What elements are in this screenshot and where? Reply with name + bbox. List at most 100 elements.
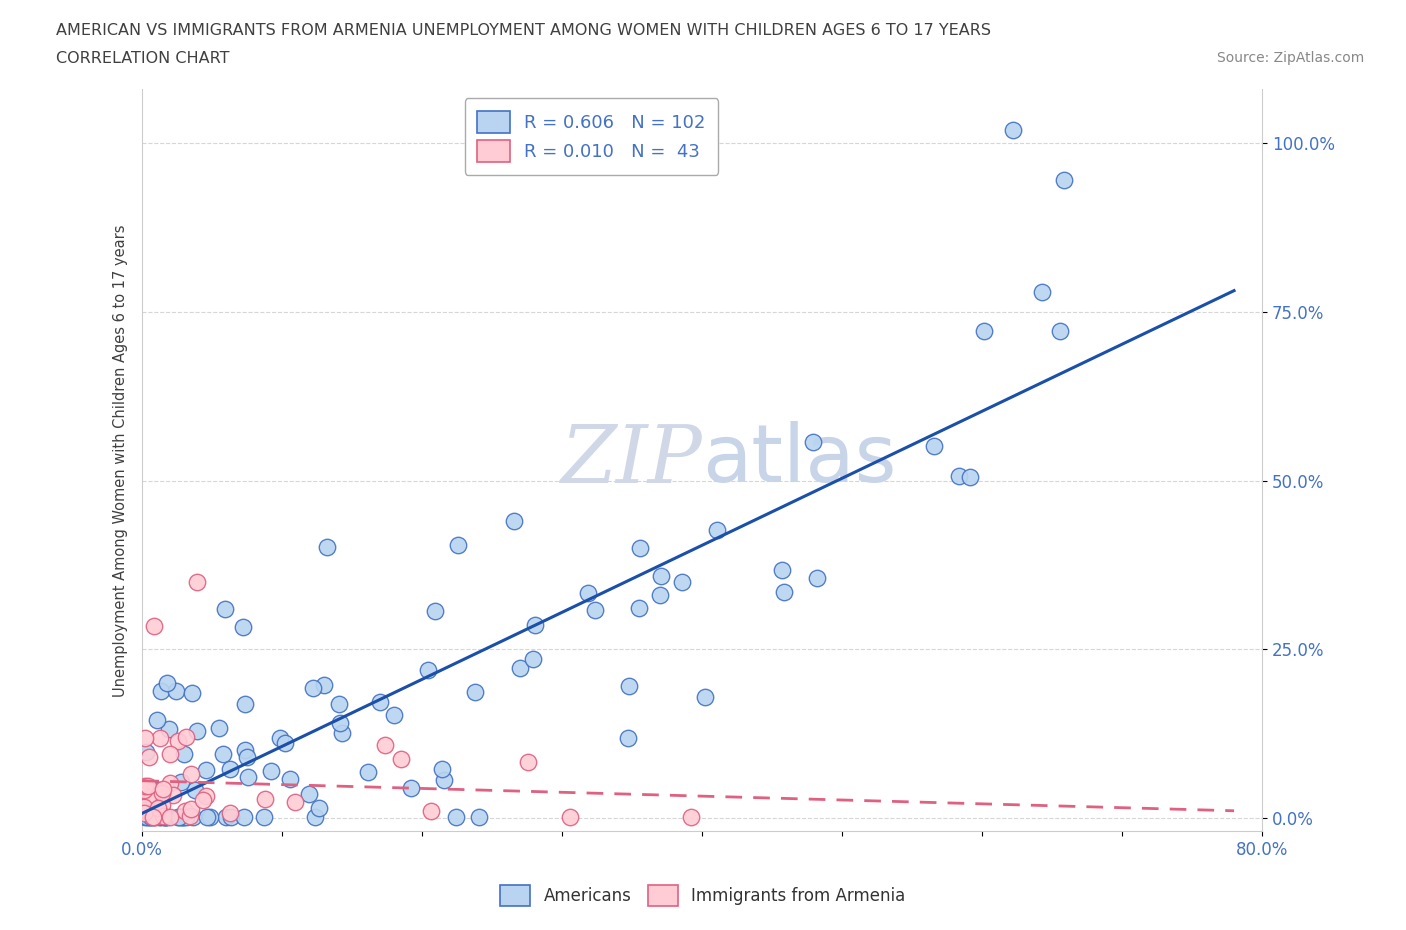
Point <box>959 469 981 484</box>
Point <box>150 810 173 825</box>
Point <box>134 803 156 817</box>
Point <box>801 434 824 449</box>
Point <box>134 810 156 825</box>
Point <box>304 809 326 824</box>
Point <box>142 810 165 825</box>
Point <box>134 730 156 745</box>
Legend: Americans, Immigrants from Armenia: Americans, Immigrants from Armenia <box>494 879 912 912</box>
Point <box>212 747 235 762</box>
Point <box>156 676 179 691</box>
Point <box>156 810 179 825</box>
Point <box>186 575 208 590</box>
Point <box>419 804 441 819</box>
Point <box>150 786 173 801</box>
Point <box>167 734 190 749</box>
Point <box>948 468 970 483</box>
Point <box>576 586 599 601</box>
Point <box>693 690 716 705</box>
Point <box>150 684 173 698</box>
Text: atlas: atlas <box>702 421 897 499</box>
Point <box>298 787 321 802</box>
Point <box>214 602 236 617</box>
Point <box>208 720 231 735</box>
Point <box>159 747 181 762</box>
Point <box>179 808 201 823</box>
Point <box>1049 323 1071 338</box>
Point <box>312 677 335 692</box>
Point <box>302 681 325 696</box>
Point <box>134 800 156 815</box>
Point <box>628 540 651 555</box>
Point <box>135 745 157 760</box>
Point <box>316 539 339 554</box>
Point <box>650 568 672 583</box>
Point <box>145 793 167 808</box>
Text: Source: ZipAtlas.com: Source: ZipAtlas.com <box>1216 51 1364 65</box>
Point <box>143 810 166 825</box>
Point <box>142 810 165 825</box>
Point <box>174 729 197 744</box>
Point <box>219 805 242 820</box>
Point <box>253 792 276 807</box>
Point <box>464 684 486 699</box>
Point <box>132 805 155 820</box>
Point <box>509 660 531 675</box>
Text: CORRELATION CHART: CORRELATION CHART <box>56 51 229 66</box>
Point <box>278 772 301 787</box>
Point <box>138 750 160 764</box>
Point <box>214 810 236 825</box>
Point <box>770 563 793 578</box>
Text: ZIP: ZIP <box>561 421 702 499</box>
Point <box>159 776 181 790</box>
Legend: R = 0.606   N = 102, R = 0.010   N =  43: R = 0.606 N = 102, R = 0.010 N = 43 <box>465 99 718 175</box>
Point <box>136 794 159 809</box>
Point <box>159 810 181 825</box>
Point <box>152 808 174 823</box>
Point <box>141 790 163 805</box>
Point <box>523 618 546 632</box>
Point <box>176 810 198 825</box>
Point <box>167 810 190 825</box>
Point <box>138 810 160 825</box>
Point <box>219 810 242 825</box>
Point <box>706 523 728 538</box>
Point <box>328 697 350 711</box>
Point <box>180 685 202 700</box>
Text: AMERICAN VS IMMIGRANTS FROM ARMENIA UNEMPLOYMENT AMONG WOMEN WITH CHILDREN AGES : AMERICAN VS IMMIGRANTS FROM ARMENIA UNEM… <box>56 23 991 38</box>
Point <box>274 736 297 751</box>
Point <box>374 737 396 752</box>
Point <box>143 618 166 633</box>
Point <box>191 792 214 807</box>
Point <box>152 808 174 823</box>
Point <box>329 716 352 731</box>
Point <box>136 810 159 825</box>
Point <box>430 762 453 777</box>
Point <box>136 779 159 794</box>
Point <box>172 810 194 825</box>
Point <box>806 570 828 585</box>
Point <box>146 801 169 816</box>
Point <box>200 810 222 825</box>
Point <box>150 798 173 813</box>
Point <box>142 782 165 797</box>
Point <box>148 783 170 798</box>
Point <box>628 600 651 615</box>
Point <box>174 804 197 819</box>
Point <box>165 684 187 699</box>
Point <box>153 810 176 825</box>
Point <box>284 794 307 809</box>
Point <box>433 773 456 788</box>
Point <box>146 712 169 727</box>
Point <box>172 810 194 825</box>
Point <box>648 587 671 602</box>
Point <box>173 747 195 762</box>
Point <box>233 742 256 757</box>
Point <box>157 722 180 737</box>
Point <box>522 652 544 667</box>
Point <box>148 810 170 825</box>
Point <box>233 810 256 825</box>
Point <box>922 438 945 453</box>
Point <box>136 804 159 818</box>
Point <box>423 604 446 619</box>
Point <box>468 810 491 825</box>
